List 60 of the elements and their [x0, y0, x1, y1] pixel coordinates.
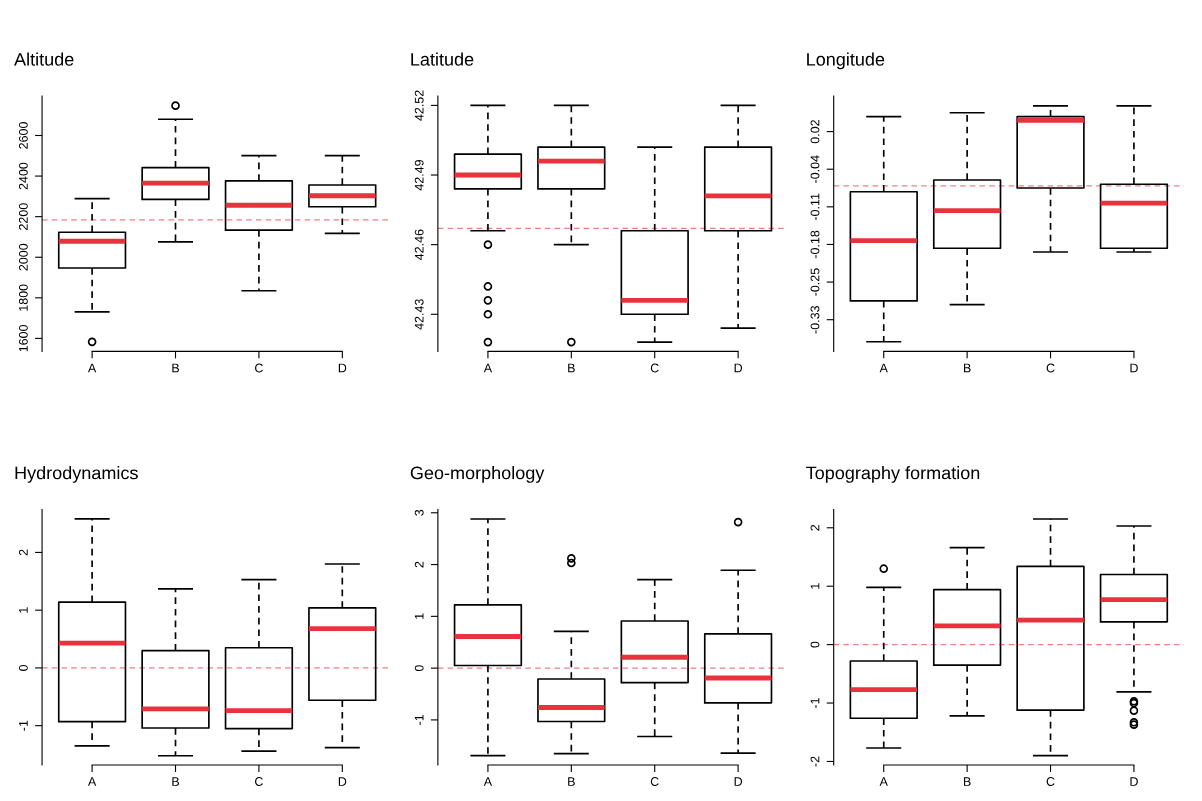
x-tick-label: A: [87, 777, 97, 786]
y-tick-label: 42.52: [414, 90, 424, 121]
x-tick-label: A: [879, 777, 888, 786]
y-tick-label: 1: [810, 583, 820, 589]
chart-title: Latitude: [411, 52, 474, 66]
y-tick-label: -0.18: [810, 230, 820, 259]
y-tick-label: 2000: [18, 243, 28, 271]
x-tick-label: C: [255, 777, 263, 786]
x-tick-label: D: [734, 777, 743, 786]
chart-title: Geo-morphology: [410, 466, 545, 483]
y-tick-label: -0.04: [810, 155, 820, 183]
y-tick-label: 2400: [18, 162, 28, 190]
x-tick-label: D: [1130, 363, 1138, 373]
y-tick-label: 1: [414, 613, 424, 619]
x-tick-label: C: [1046, 777, 1055, 786]
y-tick-label: -2: [810, 756, 820, 767]
y-tick-label: 42.43: [414, 299, 424, 330]
x-tick-label: C: [650, 363, 659, 373]
y-tick-label: 42.46: [414, 229, 424, 260]
y-tick-label: -0.25: [810, 268, 820, 296]
x-tick-label: A: [87, 363, 97, 373]
y-tick-label: 0.02: [810, 120, 820, 144]
x-tick-label: B: [963, 363, 971, 373]
y-tick-label: -1: [19, 720, 28, 731]
x-tick-label: D: [1130, 777, 1138, 786]
y-tick-label: 1: [19, 607, 28, 613]
x-tick-label: D: [338, 363, 347, 373]
y-tick-label: 42.49: [414, 159, 424, 191]
y-tick-label: -0.11: [810, 193, 820, 221]
x-tick-label: D: [734, 363, 743, 373]
x-tick-label: A: [483, 363, 493, 373]
y-tick-label: 2200: [18, 203, 28, 230]
y-tick-label: 3: [414, 509, 424, 516]
chart-title: Altitude: [14, 52, 74, 66]
y-tick-label: -0.33: [810, 305, 820, 334]
chart-title: Hydrodynamics: [15, 466, 138, 483]
x-tick-label: B: [172, 363, 180, 373]
y-tick-label: 2: [414, 561, 424, 568]
x-tick-label: A: [483, 777, 493, 786]
y-tick-label: -1: [414, 714, 424, 725]
y-tick-label: 1800: [18, 284, 28, 311]
x-tick-label: D: [338, 777, 347, 786]
x-tick-label: B: [568, 777, 575, 786]
x-tick-label: C: [650, 777, 659, 786]
y-tick-label: 0: [414, 665, 424, 672]
chart-title: Longitude: [807, 52, 885, 70]
y-tick-label: 2: [810, 524, 820, 531]
x-tick-label: C: [255, 363, 263, 373]
x-tick-label: B: [963, 777, 971, 786]
x-tick-label: B: [172, 777, 180, 786]
y-tick-label: 0: [810, 641, 820, 648]
x-tick-label: C: [1046, 363, 1055, 373]
y-tick-label: 2: [18, 549, 28, 556]
chart-title: Topography formation: [806, 466, 980, 483]
y-tick-label: -1: [810, 698, 820, 709]
x-tick-label: A: [879, 363, 888, 373]
x-tick-label: B: [568, 363, 575, 373]
y-tick-label: 0: [18, 664, 28, 671]
y-tick-label: 1600: [18, 325, 28, 352]
y-tick-label: 2600: [18, 122, 28, 149]
